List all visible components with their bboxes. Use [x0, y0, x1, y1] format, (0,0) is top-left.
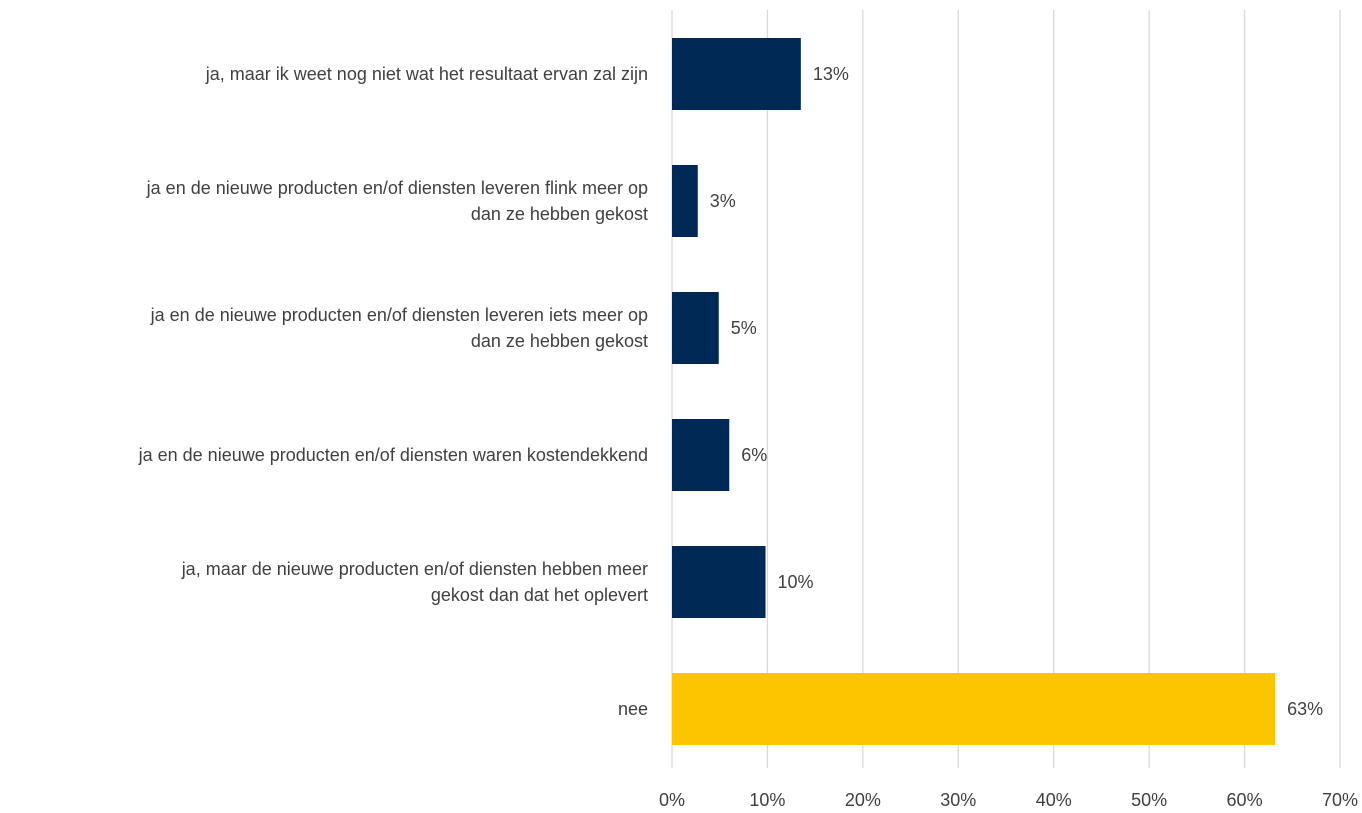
data-label: 5% [731, 318, 757, 338]
data-label: 6% [741, 445, 767, 465]
x-tick-label: 0% [659, 790, 685, 810]
x-tick-label: 40% [1036, 790, 1072, 810]
category-labels: ja, maar ik weet nog niet wat het result… [138, 64, 648, 719]
data-label: 10% [778, 572, 814, 592]
x-axis-tick-labels: 0% 10% 20% 30% 40% 50% 60% 70% [659, 790, 1358, 810]
bars [672, 38, 1276, 745]
x-tick-label: 60% [1227, 790, 1263, 810]
category-label: ja, maar ik weet nog niet wat het result… [205, 64, 648, 84]
category-label: ja, maar de nieuwe producten en/of diens… [181, 559, 648, 605]
category-label: ja en de nieuwe producten en/of diensten… [138, 445, 648, 465]
data-label: 13% [813, 64, 849, 84]
bar [672, 546, 766, 618]
bar [672, 165, 698, 237]
x-tick-label: 10% [749, 790, 785, 810]
category-label: ja en de nieuwe producten en/of diensten… [150, 305, 648, 351]
x-tick-label: 50% [1131, 790, 1167, 810]
value-labels: 13% 3% 5% 6% 10% 63% [710, 64, 1323, 719]
data-label: 3% [710, 191, 736, 211]
data-label: 63% [1287, 699, 1323, 719]
gridlines [671, 10, 1341, 768]
bar [672, 419, 730, 491]
x-tick-label: 70% [1322, 790, 1358, 810]
category-label: ja en de nieuwe producten en/of diensten… [146, 178, 648, 224]
x-tick-label: 30% [940, 790, 976, 810]
category-label: nee [618, 699, 648, 719]
bar [672, 292, 719, 364]
bar [672, 673, 1276, 745]
x-tick-label: 20% [845, 790, 881, 810]
bar [672, 38, 801, 110]
